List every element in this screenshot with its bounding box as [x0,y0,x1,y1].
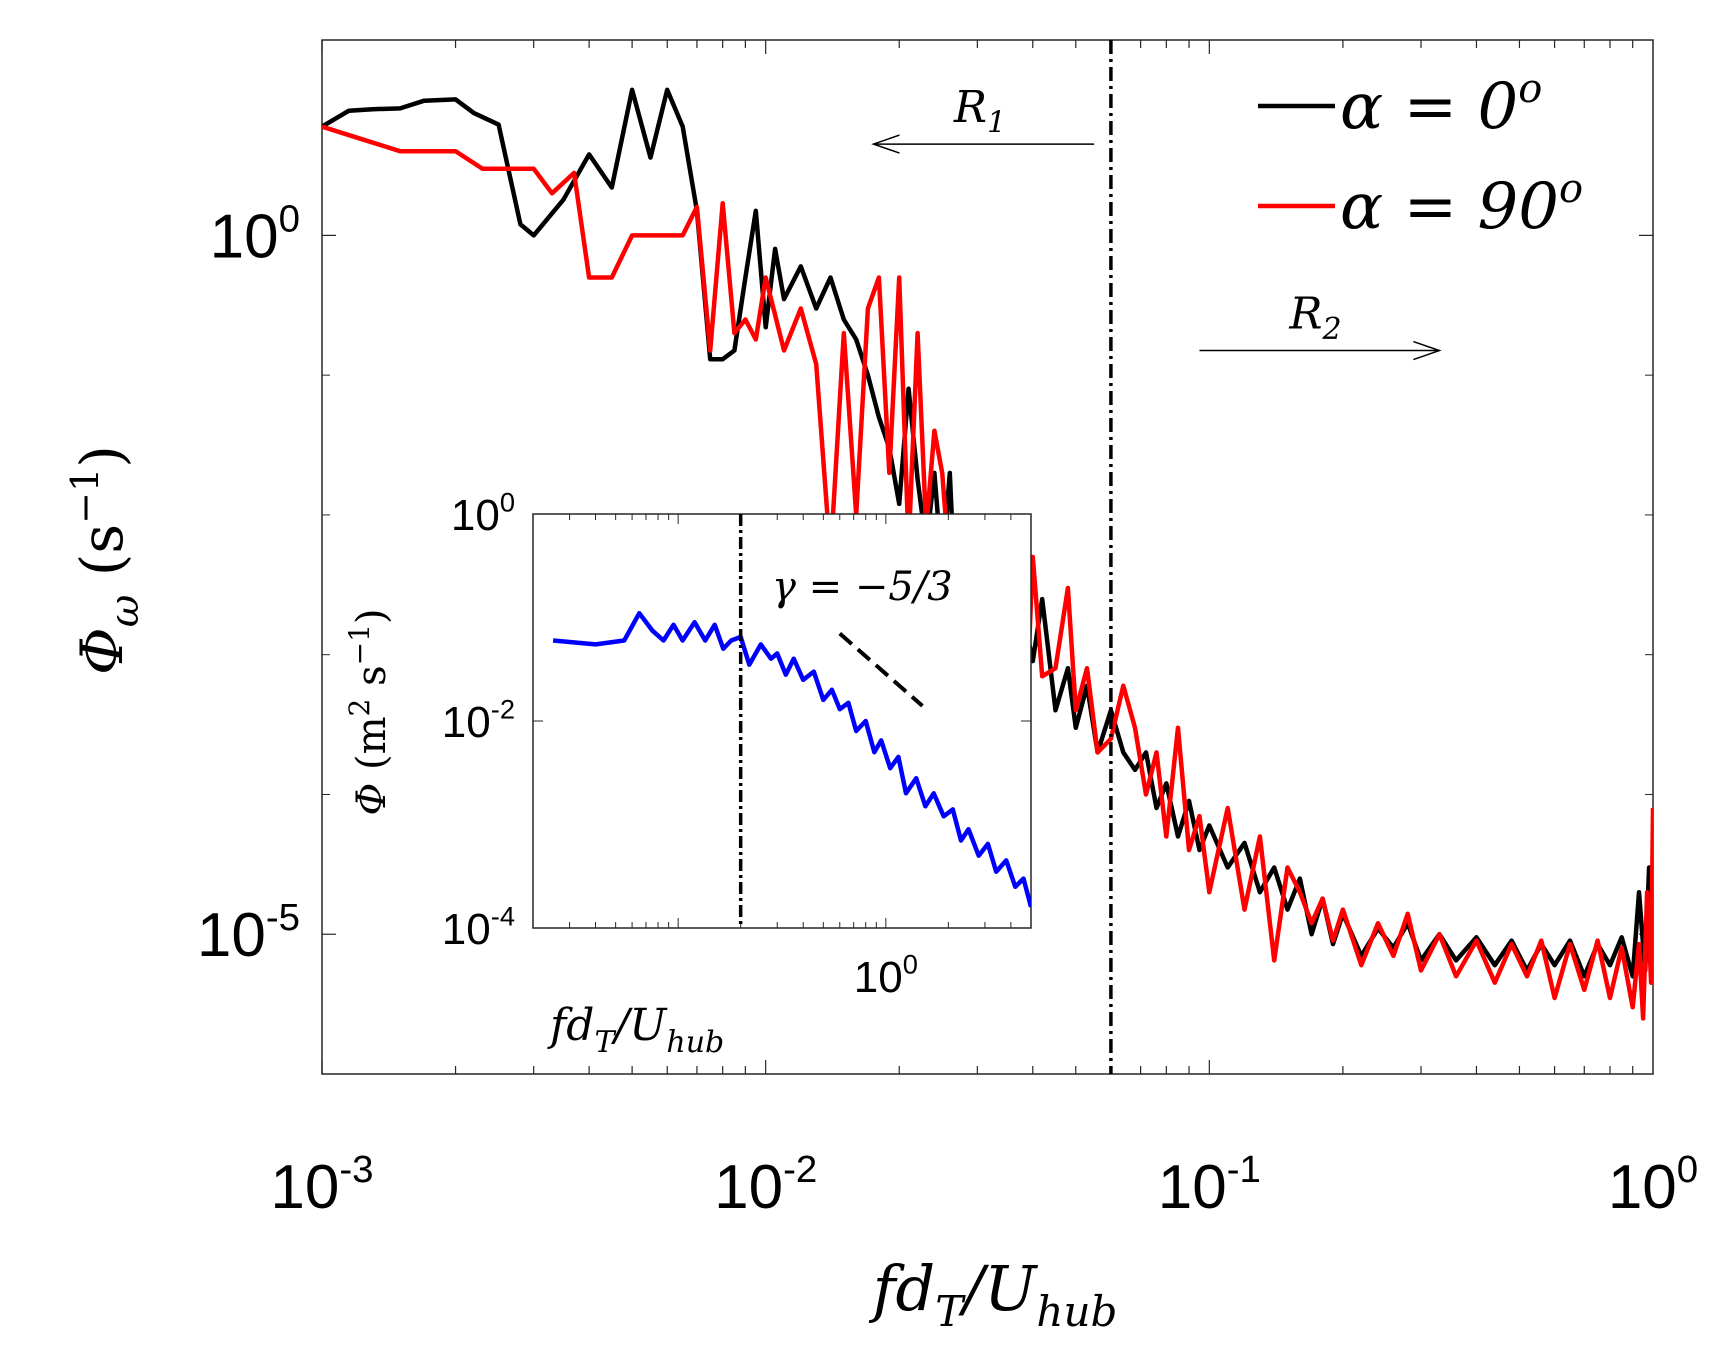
main-minor-ticks [321,40,1653,1074]
main-x-tick-label-3: 100 [1608,1148,1698,1222]
r1-label: R1 [953,82,1006,140]
inset-series-group [552,610,1031,908]
main-x-tick-labels: 10-3 10-2 10-1 100 [270,1148,1698,1222]
inset-y-tick-label-2: 10-4 [442,901,515,954]
r1-arrow-head [871,134,900,154]
inset-x-axis-label: fdT/Uhub [547,1000,724,1060]
annotation-r1: R1 [871,82,1095,154]
legend-label-0: α = 0o [1340,66,1542,144]
inset-slope-reference-line [838,632,924,708]
annotation-r2: R2 [1199,289,1442,361]
main-y-tick-label-0: 100 [210,197,300,271]
inset-y-tick-label-1: 10-2 [442,694,515,747]
main-y-tick-labels: 100 10-5 [197,197,300,970]
main-x-tick-label-0: 10-3 [270,1148,373,1222]
main-y-axis-label: Φω (s−1) [63,445,148,675]
r2-arrow-head [1413,340,1442,361]
inset-plot-area [532,513,1032,929]
inset-x-tick-labels: 100 [854,949,918,1002]
inset-series-line-0 [552,610,1031,908]
legend-label-1: α = 90o [1340,166,1583,244]
inset-minor-ticks [532,513,1032,929]
inset-y-tick-labels: 100 10-2 10-4 [442,487,515,954]
r2-label: R2 [1288,289,1341,348]
legend: α = 0o α = 90o [1258,66,1583,244]
main-series-line-1 [322,124,1653,1021]
inset-chart: γ = −5/3 100 100 10-2 10-4 fdT/Uhub Φ (m2 … [343,487,1032,1060]
main-x-axis-label: fdT/Uhub [869,1252,1118,1336]
inset-y-tick-label-0: 100 [451,487,515,540]
main-x-tick-label-1: 10-2 [714,1148,817,1222]
main-series-group [322,87,1653,1021]
inset-x-tick-label-0: 100 [854,949,918,1002]
main-y-tick-label-1: 10-5 [197,896,300,970]
inset-y-axis-label: Φ (m2 s−1) [343,608,395,815]
inset-slope-label: γ = −5/3 [772,564,953,610]
main-x-tick-label-2: 10-1 [1158,1148,1261,1222]
